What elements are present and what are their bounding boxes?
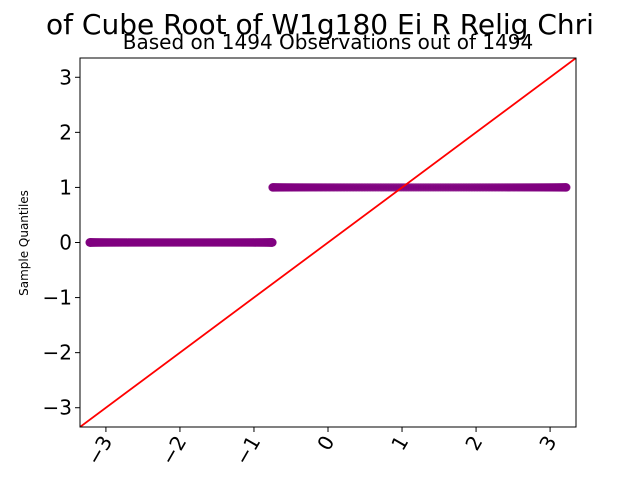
y-tick-label: −2 [43, 341, 72, 365]
y-axis-label: Sample Quantiles [17, 190, 31, 296]
x-tick-label: 3 [534, 432, 561, 455]
x-tick-label: −1 [230, 432, 266, 470]
x-tick-label: 1 [386, 432, 413, 455]
chart-title: of Cube Root of W1g180 Ei R Relig Chri [46, 8, 594, 41]
reference-line [80, 58, 576, 427]
y-tick-label: 3 [59, 65, 72, 89]
data-point [562, 183, 571, 192]
y-tick-label: −3 [43, 396, 72, 420]
y-tick-label: 2 [59, 120, 72, 144]
y-tick-label: 0 [59, 231, 72, 255]
scatter-points [85, 183, 571, 247]
data-point [268, 238, 277, 247]
y-axis: −3 −2 −1 0 1 2 3 [43, 65, 80, 420]
x-tick-label: 2 [460, 432, 487, 455]
y-tick-label: −1 [43, 286, 72, 310]
y-tick-label: 1 [59, 175, 72, 199]
x-axis: −3 −2 −1 0 1 2 3 [82, 427, 561, 470]
plot-area [79, 57, 577, 428]
x-tick-label: −2 [156, 432, 192, 470]
x-tick-label: 0 [312, 432, 339, 455]
x-tick-label: −3 [82, 432, 118, 470]
chart-subtitle: Based on 1494 Observations out of 1494 [123, 30, 534, 54]
